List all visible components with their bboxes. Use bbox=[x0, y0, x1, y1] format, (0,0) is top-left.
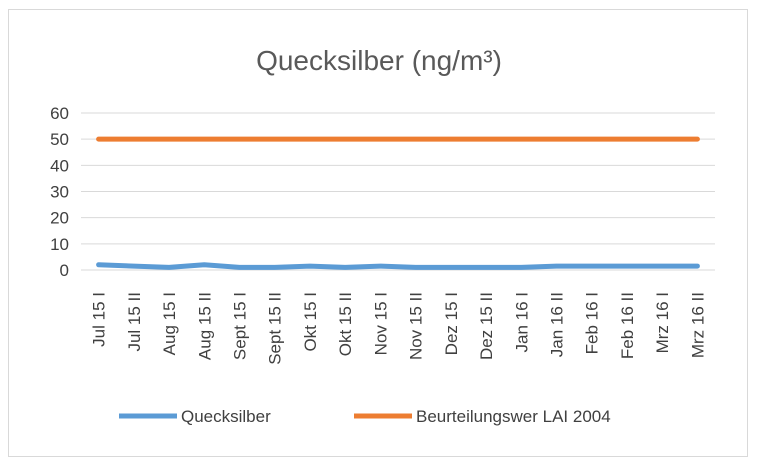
y-tick-label: 10 bbox=[50, 235, 69, 254]
x-tick-label: Feb 16 II bbox=[618, 292, 637, 359]
x-tick-label: Mrz 16 I bbox=[653, 292, 672, 353]
line-chart: Quecksilber (ng/m³) 0 10 20 30 40 50 60 Jul 15… bbox=[50, 45, 715, 426]
x-tick-label: Aug 15 II bbox=[195, 292, 214, 360]
x-tick-label: Jan 16 II bbox=[548, 292, 567, 357]
series-line-0 bbox=[96, 262, 700, 270]
x-tick-label: Okt 15 I bbox=[301, 292, 320, 352]
x-tick-label: Sept 15 I bbox=[231, 292, 250, 360]
x-tick-label: Nov 15 II bbox=[407, 292, 426, 360]
series-lines bbox=[96, 136, 700, 270]
x-tick-label: Jul 15 I bbox=[90, 292, 109, 347]
x-tick-label: Feb 16 I bbox=[583, 292, 602, 354]
y-tick-label: 0 bbox=[60, 261, 69, 280]
gridlines bbox=[81, 112, 715, 271]
x-tick-label: Dez 15 II bbox=[477, 292, 496, 360]
x-tick-label: Jul 15 II bbox=[125, 292, 144, 352]
x-tick-label: Sept 15 II bbox=[266, 292, 285, 365]
legend-label-0: Quecksilber bbox=[181, 407, 271, 426]
x-tick-label: Dez 15 I bbox=[442, 292, 461, 355]
y-tick-label: 50 bbox=[50, 130, 69, 149]
y-tick-label: 20 bbox=[50, 209, 69, 228]
legend: Quecksilber Beurteilungswer LAI 2004 bbox=[119, 407, 611, 426]
chart-frame: Quecksilber (ng/m³) 0 10 20 30 40 50 60 Jul 15… bbox=[8, 9, 748, 457]
x-tick-label: Nov 15 I bbox=[371, 292, 390, 355]
chart-title: Quecksilber (ng/m³) bbox=[256, 45, 502, 76]
y-tick-label: 40 bbox=[50, 156, 69, 175]
x-tick-label: Aug 15 I bbox=[160, 292, 179, 355]
y-tick-label: 30 bbox=[50, 183, 69, 202]
x-tick-label: Mrz 16 II bbox=[688, 292, 707, 358]
x-tick-label: Jan 16 I bbox=[512, 292, 531, 353]
y-axis-ticks: 0 10 20 30 40 50 60 bbox=[50, 104, 69, 280]
y-tick-label: 60 bbox=[50, 104, 69, 123]
x-tick-label: Okt 15 II bbox=[336, 292, 355, 356]
legend-label-1: Beurteilungswer LAI 2004 bbox=[416, 407, 611, 426]
x-axis-ticks: Jul 15 I Jul 15 II Aug 15 I Aug 15 II Sept 1… bbox=[90, 292, 708, 365]
